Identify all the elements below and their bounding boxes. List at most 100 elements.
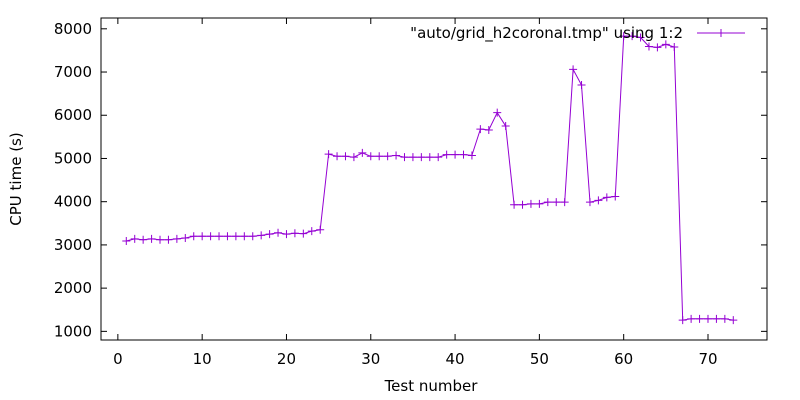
x-axis-label: Test number <box>384 377 479 395</box>
y-axis-label: CPU time (s) <box>7 132 25 225</box>
data-point <box>687 314 696 323</box>
data-point <box>383 152 392 161</box>
data-point <box>518 200 527 209</box>
data-point <box>619 32 628 41</box>
data-point <box>661 40 670 49</box>
data-point <box>375 152 384 161</box>
x-tick-label: 30 <box>361 350 380 368</box>
y-tick-label: 1000 <box>54 322 92 340</box>
data-point <box>181 233 190 242</box>
data-point <box>653 43 662 52</box>
data-point <box>349 153 358 162</box>
y-tick-label: 5000 <box>54 149 92 167</box>
data-point <box>577 80 586 89</box>
data-point <box>636 33 645 42</box>
x-tick-label: 50 <box>530 350 549 368</box>
data-point <box>274 228 283 237</box>
data-point <box>198 232 207 241</box>
data-point <box>400 153 409 162</box>
data-point <box>560 198 569 207</box>
data-point <box>720 314 729 323</box>
data-point <box>459 150 468 159</box>
data-point <box>585 198 594 207</box>
data-point <box>628 32 637 41</box>
data-point <box>703 314 712 323</box>
x-tick-label: 40 <box>446 350 465 368</box>
data-point <box>535 199 544 208</box>
data-point <box>476 125 485 134</box>
data-point <box>392 151 401 160</box>
data-point <box>223 232 232 241</box>
data-point <box>425 153 434 162</box>
data-point <box>206 232 215 241</box>
data-point <box>122 237 131 246</box>
data-point <box>552 198 561 207</box>
data-point <box>257 231 266 240</box>
legend-marker-sample <box>717 29 725 37</box>
data-point <box>290 229 299 238</box>
data-point <box>543 198 552 207</box>
data-point <box>451 150 460 159</box>
data-point <box>299 229 308 238</box>
data-point <box>366 152 375 161</box>
data-point <box>434 153 443 162</box>
data-point <box>678 316 687 325</box>
data-point <box>602 193 611 202</box>
data-point <box>408 153 417 162</box>
data-point <box>644 42 653 51</box>
x-tick-label: 10 <box>193 350 212 368</box>
data-point <box>164 235 173 244</box>
data-point <box>231 232 240 241</box>
data-point <box>307 227 316 236</box>
data-point <box>611 192 620 201</box>
data-point <box>729 316 738 325</box>
y-tick-label: 8000 <box>54 20 92 38</box>
tick-marks <box>101 18 767 340</box>
data-point <box>670 42 679 51</box>
y-tick-label: 3000 <box>54 236 92 254</box>
data-point <box>510 200 519 209</box>
data-point <box>341 152 350 161</box>
data-point <box>316 225 325 234</box>
data-point <box>333 152 342 161</box>
data-point <box>695 314 704 323</box>
series-line <box>126 35 734 321</box>
data-point <box>139 235 148 244</box>
data-point <box>417 153 426 162</box>
data-point <box>282 230 291 239</box>
x-tick-label: 60 <box>614 350 633 368</box>
data-point <box>324 150 333 159</box>
data-point <box>130 234 139 243</box>
series-layer <box>122 32 738 325</box>
data-point <box>442 150 451 159</box>
x-tick-label: 20 <box>277 350 296 368</box>
tick-labels: 0 10 20 30 40 50 60 70 1000 2000 3000 4000 5000 6000 7… <box>54 20 718 368</box>
plot-border <box>100 17 768 341</box>
data-point <box>493 108 502 117</box>
y-tick-label: 2000 <box>54 279 92 297</box>
legend: "auto/grid_h2coronal.tmp" using 1:2 <box>410 24 745 43</box>
data-point <box>156 235 165 244</box>
data-point <box>189 232 198 241</box>
y-tick-label: 6000 <box>54 106 92 124</box>
data-point <box>215 232 224 241</box>
y-tick-label: 4000 <box>54 193 92 211</box>
data-point <box>526 199 535 208</box>
data-point <box>467 151 476 160</box>
data-point <box>172 234 181 243</box>
data-point <box>147 234 156 243</box>
axes <box>100 17 768 341</box>
data-point <box>265 230 274 239</box>
y-tick-label: 7000 <box>54 63 92 81</box>
data-point <box>358 148 367 157</box>
data-point <box>501 122 510 131</box>
x-tick-label: 0 <box>113 350 123 368</box>
data-point <box>712 314 721 323</box>
data-point <box>569 65 578 74</box>
data-point <box>240 232 249 241</box>
data-point <box>594 196 603 205</box>
legend-series-label: "auto/grid_h2coronal.tmp" using 1:2 <box>410 24 683 43</box>
x-tick-label: 70 <box>698 350 717 368</box>
data-point <box>484 125 493 134</box>
